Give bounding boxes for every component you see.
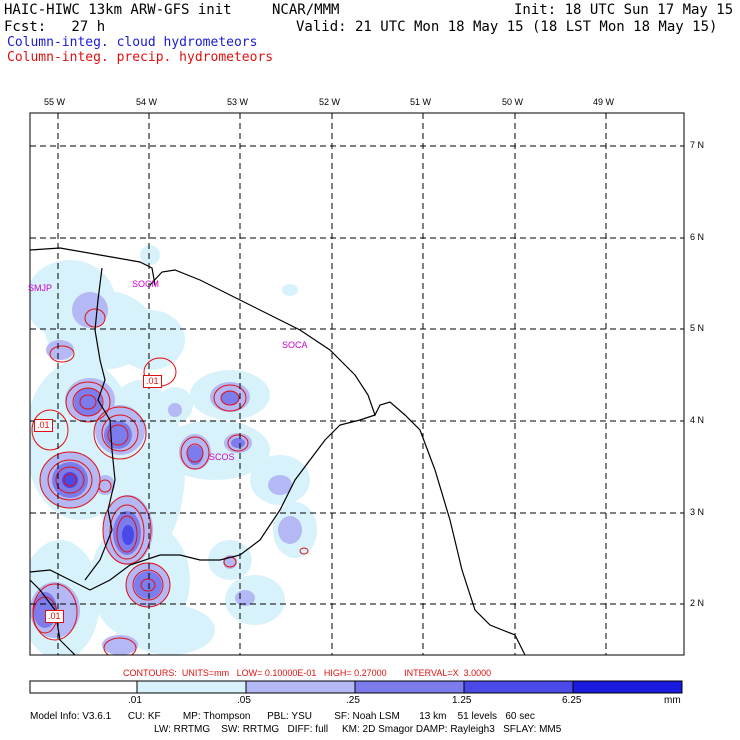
station-socm: SOCM (132, 279, 159, 289)
colorbar-bin-3 (354, 680, 465, 694)
colorbar-bin-1 (136, 680, 247, 694)
model-title: HAIC-HIWC 13km ARW-GFS init (4, 2, 232, 18)
organization: NCAR/MMM (272, 2, 340, 18)
colorbar-bin-0 (29, 680, 138, 694)
model-info-line2: LW: RRTMG SW: RRTMG DIFF: full KM: 2D Sm… (154, 724, 562, 735)
lat-label-7n: 7 N (690, 140, 705, 150)
contour-label: .01 (45, 610, 64, 623)
lat-label-3n: 3 N (690, 507, 705, 517)
lat-label-2n: 2 N (690, 598, 705, 608)
forecast-hour: Fcst: 27 h (4, 19, 106, 35)
lon-label-50w: 50 W (502, 97, 524, 107)
colorbar-bin-5 (572, 680, 683, 694)
lon-label-49w: 49 W (593, 97, 615, 107)
contour-info: CONTOURS: UNITS=mm LOW= 0.10000E-01 HIGH… (123, 668, 492, 678)
lon-label-55w: 55 W (44, 97, 66, 107)
lat-lon-grid (30, 113, 684, 655)
precip-contours (31, 308, 309, 655)
lat-label-4n: 4 N (690, 415, 705, 425)
lat-label-6n: 6 N (690, 232, 705, 242)
model-info-line1: Model Info: V3.6.1 CU: KF MP: Thompson P… (30, 711, 535, 722)
contour-label: .01 (143, 375, 162, 388)
lat-label-5n: 5 N (690, 323, 705, 333)
colorbar-tick: .01 (128, 695, 142, 706)
colorbar-units: mm (664, 695, 681, 706)
init-time: Init: 18 UTC Sun 17 May 15 (514, 2, 734, 18)
station-smjp: SMJP (28, 283, 53, 293)
colorbar-tick: .05 (237, 695, 251, 706)
colorbar-bin-2 (245, 680, 356, 694)
contour-label: .01 (34, 419, 53, 432)
station-soca: SOCA (282, 340, 308, 350)
shading-layer (30, 245, 317, 655)
lon-label-51w: 51 W (410, 97, 432, 107)
valid-time: Valid: 21 UTC Mon 18 May 15 (18 LST Mon … (296, 19, 718, 35)
station-scos: SCOS (209, 452, 235, 462)
colorbar-bin-4 (463, 680, 574, 694)
plot-frame (29, 112, 685, 656)
colorbar-tick: .25 (346, 695, 360, 706)
lon-label-52w: 52 W (319, 97, 341, 107)
precip-field-title: Column-integ. precip. hydrometeors (7, 50, 274, 65)
lon-label-54w: 54 W (136, 97, 158, 107)
lon-label-53w: 53 W (227, 97, 249, 107)
cloud-field-title: Column-integ. cloud hydrometeors (7, 35, 258, 50)
colorbar-tick: 6.25 (562, 695, 582, 706)
colorbar-tick: 1.25 (452, 695, 472, 706)
